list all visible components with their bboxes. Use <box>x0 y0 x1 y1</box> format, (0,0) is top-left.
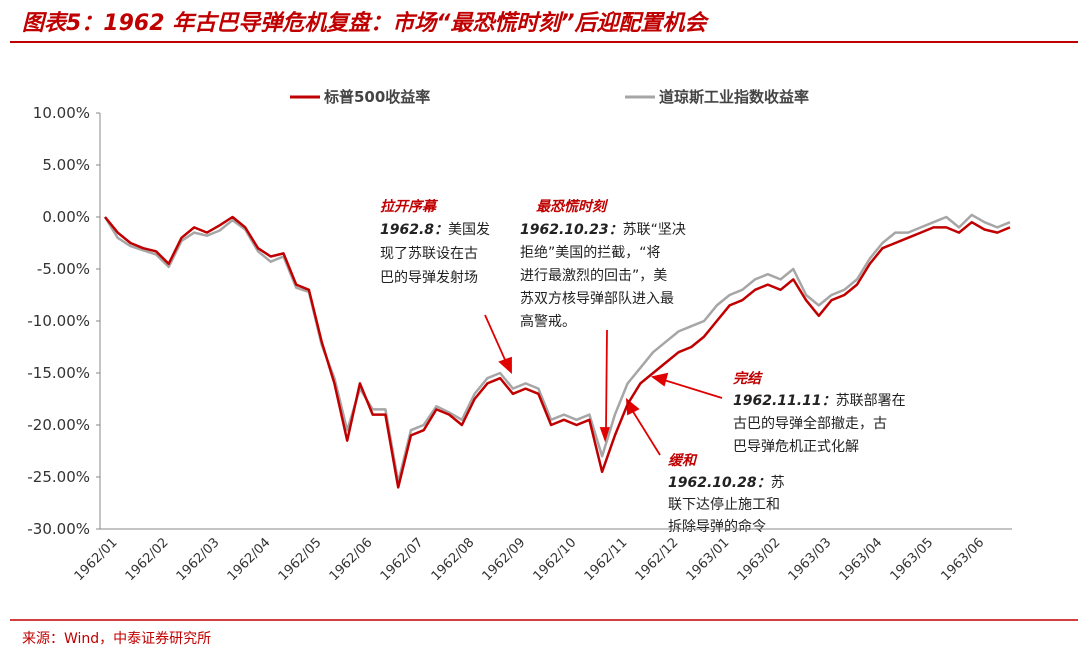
annotation-date: 1962.8： <box>380 222 448 238</box>
x-tick-label: 1962/03 <box>174 535 223 584</box>
annotation-line: 进行最激烈的回击”，美 <box>520 267 667 284</box>
y-tick-label: -5.00% <box>37 260 90 278</box>
y-tick-label: -20.00% <box>27 416 90 434</box>
arrow <box>631 409 661 456</box>
annotation-title: 最恐慌时刻 <box>536 198 609 215</box>
x-tick-label: 1962/06 <box>327 535 376 584</box>
annotation-line: 1962.10.28：苏 <box>668 475 785 491</box>
x-tick-label: 1963/02 <box>735 535 784 584</box>
annotation-text: 苏联部署在 <box>836 393 906 409</box>
x-tick-label: 1962/04 <box>225 535 274 584</box>
y-tick-label: -25.00% <box>27 468 90 486</box>
annotation-line: 拆除导弹的命令 <box>668 518 766 535</box>
annotation: 拉开序幕 1962.8：美国发 现了苏联设在古 巴的导弹发射场 <box>380 198 490 286</box>
y-tick-label: 5.00% <box>42 156 90 174</box>
x-tick-label: 1962/02 <box>123 535 172 584</box>
annotation-title: 完结 <box>733 370 764 387</box>
annotation-line: 苏双方核导弹部队进入最 <box>520 291 674 307</box>
annotation-text: 苏联“坚决 <box>623 222 686 238</box>
annotation-date: 1962.11.11： <box>733 393 836 409</box>
y-tick-label: -15.00% <box>27 364 90 382</box>
x-tick-label: 1963/01 <box>684 535 733 584</box>
legend-label: 道琼斯工业指数收益率 <box>659 88 809 106</box>
annotation-text: 美国发 <box>448 222 490 238</box>
source: 来源：Wind，中泰证券研究所 <box>22 631 211 647</box>
annotation-date: 1962.10.28： <box>668 475 771 491</box>
annotation-title: 缓和 <box>668 452 698 469</box>
annotation-line: 1962.8：美国发 <box>380 222 490 238</box>
x-tick-label: 1963/06 <box>939 535 988 584</box>
y-tick-label: -30.00% <box>27 520 90 538</box>
x-tick-label: 1963/05 <box>888 535 937 584</box>
legend-label: 标普500收益率 <box>323 88 430 106</box>
arrow <box>663 379 723 399</box>
series-line <box>104 215 1011 489</box>
x-tick-label: 1963/03 <box>786 535 835 584</box>
annotation: 最恐慌时刻 1962.10.23：苏联“坚决 拒绝”美国的拦截，“将 进行最激烈… <box>520 198 686 330</box>
arrow-head <box>498 356 512 375</box>
y-tick-label: -10.00% <box>27 312 90 330</box>
annotation-text: 苏 <box>771 475 785 491</box>
annotation-line: 拒绝”美国的拦截，“将 <box>520 245 661 261</box>
annotation-line: 巴导弹危机正式化解 <box>733 439 859 455</box>
chart-title: 图表5：1962 年古巴导弹危机复盘：市场“最恐慌时刻”后迎配置机会 <box>22 10 710 36</box>
arrow <box>605 329 608 431</box>
x-tick-label: 1962/10 <box>531 535 580 584</box>
x-tick-label: 1962/05 <box>276 535 325 584</box>
annotation-line: 联下达停止施工和 <box>668 496 780 513</box>
x-tick-label: 1962/11 <box>582 535 631 584</box>
x-tick-label: 1962/07 <box>378 535 427 584</box>
annotation-line: 古巴的导弹全部撤走，古 <box>733 415 887 432</box>
x-tick-label: 1962/09 <box>480 535 529 584</box>
annotation-line: 高警戒。 <box>520 313 576 330</box>
annotation-date: 1962.10.23： <box>520 222 623 238</box>
annotation-line: 巴的导弹发射场 <box>380 270 478 286</box>
y-tick-label: 0.00% <box>42 208 90 226</box>
x-tick-label: 1962/12 <box>633 535 682 584</box>
series-line <box>103 213 1011 484</box>
arrow <box>484 314 507 363</box>
annotation-line: 现了苏联设在古 <box>380 246 478 262</box>
x-tick-label: 1963/04 <box>837 535 886 584</box>
annotation-line: 1962.11.11：苏联部署在 <box>733 393 906 409</box>
annotation-line: 1962.10.23：苏联“坚决 <box>520 222 686 238</box>
annotation: 完结 1962.11.11：苏联部署在 古巴的导弹全部撤走，古 巴导弹危机正式化… <box>733 370 906 455</box>
x-tick-label: 1962/01 <box>72 535 121 584</box>
annotation-title: 拉开序幕 <box>380 198 439 215</box>
arrow-head <box>650 372 669 387</box>
annotation: 缓和 1962.10.28：苏 联下达停止施工和 拆除导弹的命令 <box>668 452 785 535</box>
x-tick-label: 1962/08 <box>429 535 478 584</box>
y-tick-label: 10.00% <box>33 104 90 122</box>
